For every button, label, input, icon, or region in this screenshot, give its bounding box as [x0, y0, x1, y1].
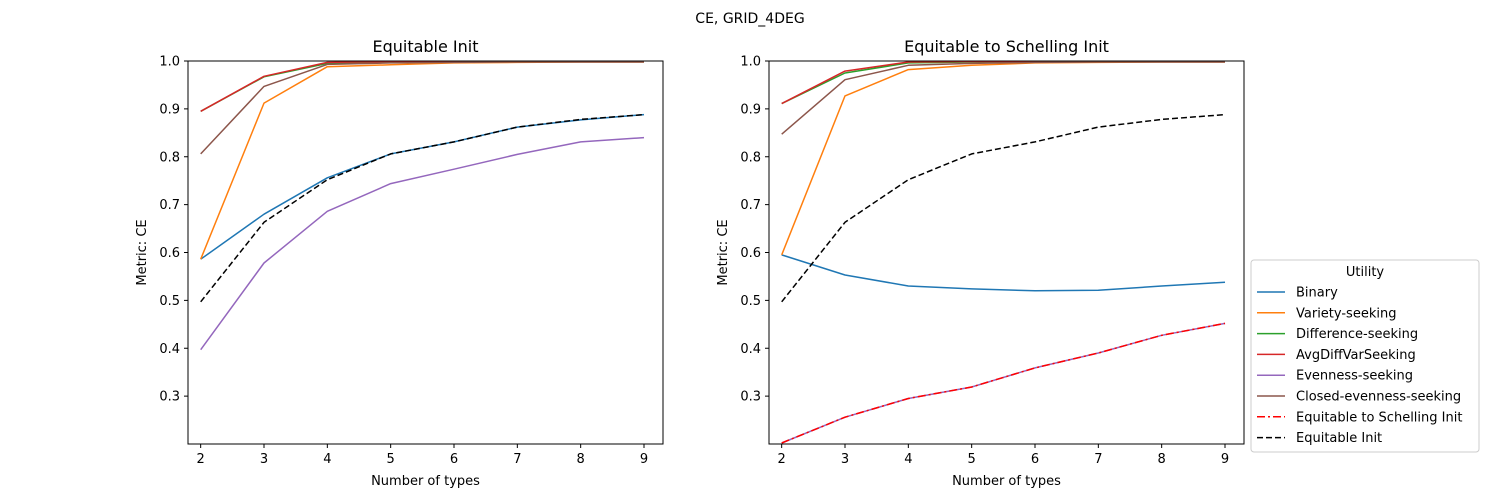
panel-title: Equitable to Schelling Init [904, 37, 1109, 56]
legend-label: AvgDiffVarSeeking [1296, 348, 1416, 363]
x-tick-label: 5 [968, 452, 976, 467]
y-tick-label: 0.9 [740, 102, 761, 117]
series-line-binary [781, 254, 1226, 292]
legend-label: Closed-evenness-seeking [1296, 390, 1461, 405]
y-tick-label: 0.8 [740, 150, 761, 165]
y-tick-label: 0.3 [159, 390, 180, 405]
x-tick-label: 7 [1094, 452, 1102, 467]
y-tick-label: 0.5 [740, 294, 761, 309]
x-axis-label: Number of types [371, 474, 480, 489]
legend-label: Equitable Init [1296, 431, 1382, 446]
x-tick-label: 4 [323, 452, 331, 467]
x-tick-label: 5 [387, 452, 395, 467]
legend-label: Binary [1296, 286, 1338, 301]
legend-label: Variety-seeking [1296, 306, 1396, 321]
y-tick-label: 0.6 [159, 246, 180, 261]
y-tick-label: 1.0 [159, 55, 180, 70]
y-tick-label: 0.7 [740, 198, 761, 213]
y-axis-label: Metric: CE [135, 219, 150, 285]
chart-panel-right: Equitable to Schelling Init 2 3 4 5 6 7 8 9 0.3 0.… [716, 37, 1245, 489]
y-tick-label: 1.0 [740, 55, 761, 70]
chart-panel-left: Equitable Init 2 3 4 5 6 7 8 9 0.3 0.4 0.5 0.6 0.7 0.8… [135, 37, 664, 489]
x-tick-label: 6 [450, 452, 458, 467]
series-line-closed-evenness-seeking [200, 61, 644, 155]
legend-label: Equitable to Schelling Init [1296, 410, 1462, 425]
x-tick-label: 9 [1221, 452, 1229, 467]
x-tick-label: 8 [577, 452, 585, 467]
legend-title: Utility [1346, 265, 1385, 280]
y-tick-label: 0.4 [740, 342, 761, 357]
x-tick-label: 9 [640, 452, 648, 467]
series-line-equitable-to-schelling-init [781, 322, 1226, 444]
y-tick-label: 0.9 [159, 102, 180, 117]
x-tick-label: 7 [513, 452, 521, 467]
x-tick-label: 2 [778, 452, 786, 467]
x-tick-label: 8 [1158, 452, 1166, 467]
panel-title: Equitable Init [372, 37, 478, 56]
y-tick-label: 0.5 [159, 294, 180, 309]
x-tick-label: 4 [904, 452, 912, 467]
x-tick-label: 6 [1031, 452, 1039, 467]
y-tick-label: 0.4 [159, 342, 180, 357]
x-tick-label: 3 [841, 452, 849, 467]
y-axis-label: Metric: CE [716, 219, 731, 285]
x-tick-label: 3 [260, 452, 268, 467]
x-tick-label: 2 [197, 452, 205, 467]
series-line-closed-evenness-seeking [781, 61, 1225, 135]
x-axis-label: Number of types [952, 474, 1061, 489]
legend: Utility Binary Variety-seeking Difference-… [1250, 259, 1480, 453]
series-line-evenness-seeking [200, 136, 645, 351]
y-tick-label: 0.7 [159, 198, 180, 213]
legend-frame [1250, 259, 1480, 453]
y-tick-label: 0.3 [740, 390, 761, 405]
figure-suptitle: CE, GRID_4DEG [695, 11, 804, 27]
legend-label: Evenness-seeking [1296, 369, 1413, 384]
legend-label: Difference-seeking [1296, 327, 1418, 342]
y-tick-label: 0.8 [159, 150, 180, 165]
y-tick-label: 0.6 [740, 246, 761, 261]
